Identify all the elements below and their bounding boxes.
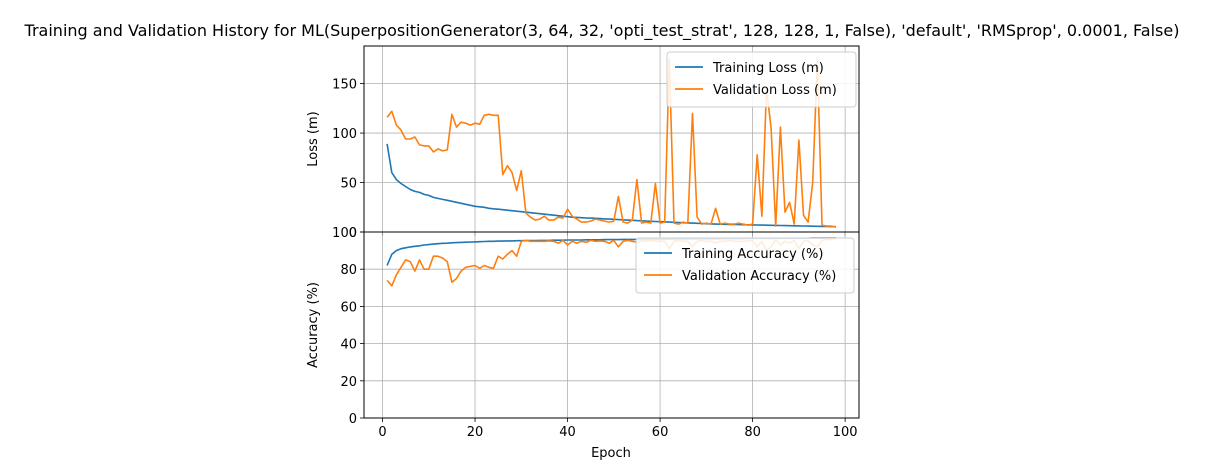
x-tick-label: 40 bbox=[559, 425, 576, 440]
loss-legend: Training Loss (m) Validation Loss (m) bbox=[666, 51, 857, 108]
y-tick-label: 50 bbox=[340, 177, 357, 192]
y-tick-label: 100 bbox=[332, 226, 357, 241]
legend-box bbox=[635, 237, 855, 294]
loss-ticks: 0 50 100 150 bbox=[332, 78, 846, 241]
y-tick-label: 60 bbox=[340, 300, 357, 315]
legend-box bbox=[666, 51, 857, 108]
legend-label: Validation Loss (m) bbox=[713, 83, 837, 98]
y-tick-label: 150 bbox=[332, 78, 357, 93]
y-tick-label: 20 bbox=[340, 375, 357, 390]
x-tick-label: 100 bbox=[833, 425, 858, 440]
series-line-training bbox=[386, 143, 836, 228]
loss-series bbox=[386, 58, 837, 228]
loss-subplot: 0 50 100 150 Loss (m) Training Loss (m) Vali… bbox=[306, 45, 860, 241]
x-tick-label: 0 bbox=[378, 425, 386, 440]
accuracy-legend: Training Accuracy (%) Validation Accuracy… bbox=[635, 237, 855, 294]
loss-y-axis-label: Loss (m) bbox=[306, 111, 321, 166]
y-tick-label: 100 bbox=[332, 127, 357, 142]
legend-label: Training Loss (m) bbox=[712, 61, 824, 76]
y-tick-label: 80 bbox=[340, 263, 357, 278]
chart-title: Training and Validation History for ML(S… bbox=[24, 21, 1180, 41]
series-line-validation bbox=[386, 58, 837, 228]
legend-label: Validation Accuracy (%) bbox=[682, 269, 836, 284]
accuracy-y-axis-label: Accuracy (%) bbox=[306, 282, 321, 368]
accuracy-axes-frame bbox=[363, 231, 860, 419]
x-tick-label: 60 bbox=[652, 425, 669, 440]
y-tick-label: 40 bbox=[340, 338, 357, 353]
y-tick-label: 0 bbox=[349, 412, 357, 427]
x-axis-label: Epoch bbox=[591, 446, 631, 460]
legend-label: Training Accuracy (%) bbox=[681, 247, 823, 262]
y-tick-label: 0 bbox=[349, 226, 357, 241]
x-tick-label: 80 bbox=[744, 425, 761, 440]
x-tick-label: 20 bbox=[467, 425, 484, 440]
